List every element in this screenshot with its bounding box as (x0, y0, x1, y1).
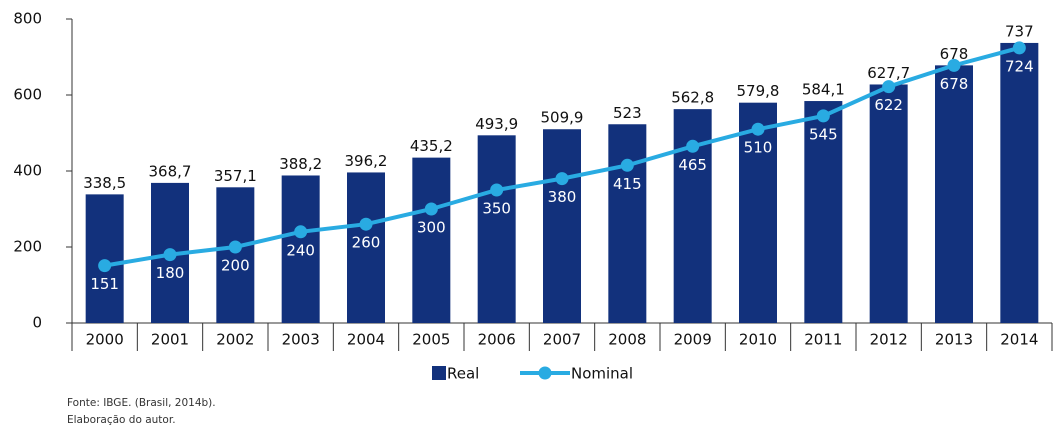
x-tick-label: 2012 (870, 331, 908, 349)
line-value-label: 380 (548, 188, 577, 206)
legend-swatch (432, 366, 446, 380)
credit: Elaboração do autor. (67, 414, 176, 426)
line-value-label: 622 (874, 96, 903, 114)
x-tick-label: 2010 (739, 331, 777, 349)
x-tick-label: 2007 (543, 331, 581, 349)
line-point (751, 122, 765, 136)
bar (347, 172, 385, 323)
y-tick-label: 0 (32, 314, 42, 332)
y-tick-label: 200 (13, 238, 42, 256)
bar-value-label: 678 (940, 45, 969, 63)
line-point (98, 259, 112, 273)
bar-value-label: 579,8 (737, 82, 780, 100)
bar (739, 102, 777, 324)
x-tick-label: 2008 (608, 331, 646, 349)
bar-value-label: 357,1 (214, 167, 257, 185)
bar (85, 194, 124, 323)
line-value-label: 240 (286, 241, 315, 259)
x-tick-label: 2002 (216, 331, 254, 349)
line-point (947, 58, 961, 72)
line-value-label: 300 (417, 219, 446, 237)
bar-value-label: 368,7 (149, 162, 192, 180)
bar (869, 84, 908, 323)
line-value-label: 260 (352, 234, 381, 252)
bar (281, 175, 320, 323)
bar (1000, 42, 1039, 323)
line-value-label: 180 (156, 264, 185, 282)
bar (804, 101, 843, 324)
bar (412, 157, 451, 323)
line-point (490, 183, 504, 197)
line-value-label: 724 (1005, 57, 1034, 75)
y-tick-label: 600 (13, 86, 42, 104)
legend-label: Nominal (571, 365, 633, 383)
line-value-label: 350 (482, 200, 511, 218)
line-value-label: 510 (744, 139, 773, 157)
x-tick-label: 2013 (935, 331, 973, 349)
line-point (816, 109, 830, 123)
x-tick-label: 2005 (412, 331, 450, 349)
line-point (620, 158, 634, 172)
bar (935, 65, 973, 324)
line-point (359, 217, 373, 231)
x-tick-label: 2011 (804, 331, 842, 349)
bar (477, 135, 516, 323)
y-tick-label: 400 (13, 162, 42, 180)
x-tick-label: 2009 (674, 331, 712, 349)
bar-value-label: 338,5 (83, 174, 126, 192)
x-tick-label: 2001 (151, 331, 189, 349)
x-tick-label: 2000 (86, 331, 124, 349)
line-point (555, 172, 569, 186)
bar-value-label: 388,2 (279, 155, 322, 173)
line-point (882, 80, 896, 94)
source: Fonte: IBGE. (Brasil, 2014b). (67, 397, 216, 409)
bar-value-label: 737 (1005, 22, 1034, 40)
line-point (424, 202, 438, 216)
y-tick-label: 800 (13, 10, 42, 28)
x-tick-label: 2014 (1000, 331, 1038, 349)
bar-value-label: 627,7 (867, 64, 910, 82)
bar-value-label: 523 (613, 104, 642, 122)
x-tick-label: 2004 (347, 331, 385, 349)
line-value-label: 678 (940, 75, 969, 93)
x-tick-label: 2006 (478, 331, 516, 349)
line-point (1012, 41, 1026, 55)
line-value-label: 151 (90, 275, 119, 293)
bar-value-label: 396,2 (345, 152, 388, 170)
legend-marker (538, 366, 552, 380)
bar-value-label: 435,2 (410, 137, 453, 155)
bar-value-label: 509,9 (541, 109, 584, 127)
line-point (228, 240, 242, 254)
bar (608, 124, 647, 323)
bar (543, 129, 581, 323)
line-point (163, 248, 177, 262)
line-point (686, 139, 700, 153)
line-value-label: 545 (809, 125, 838, 143)
bar (216, 187, 255, 323)
line-value-label: 465 (678, 156, 707, 174)
line-value-label: 200 (221, 257, 250, 275)
bar-value-label: 562,8 (671, 89, 714, 107)
bar-value-label: 493,9 (475, 115, 518, 133)
line-point (294, 225, 308, 239)
legend-label: Real (447, 365, 479, 383)
line-value-label: 415 (613, 175, 642, 193)
bar-value-label: 584,1 (802, 81, 845, 99)
x-tick-label: 2003 (282, 331, 320, 349)
